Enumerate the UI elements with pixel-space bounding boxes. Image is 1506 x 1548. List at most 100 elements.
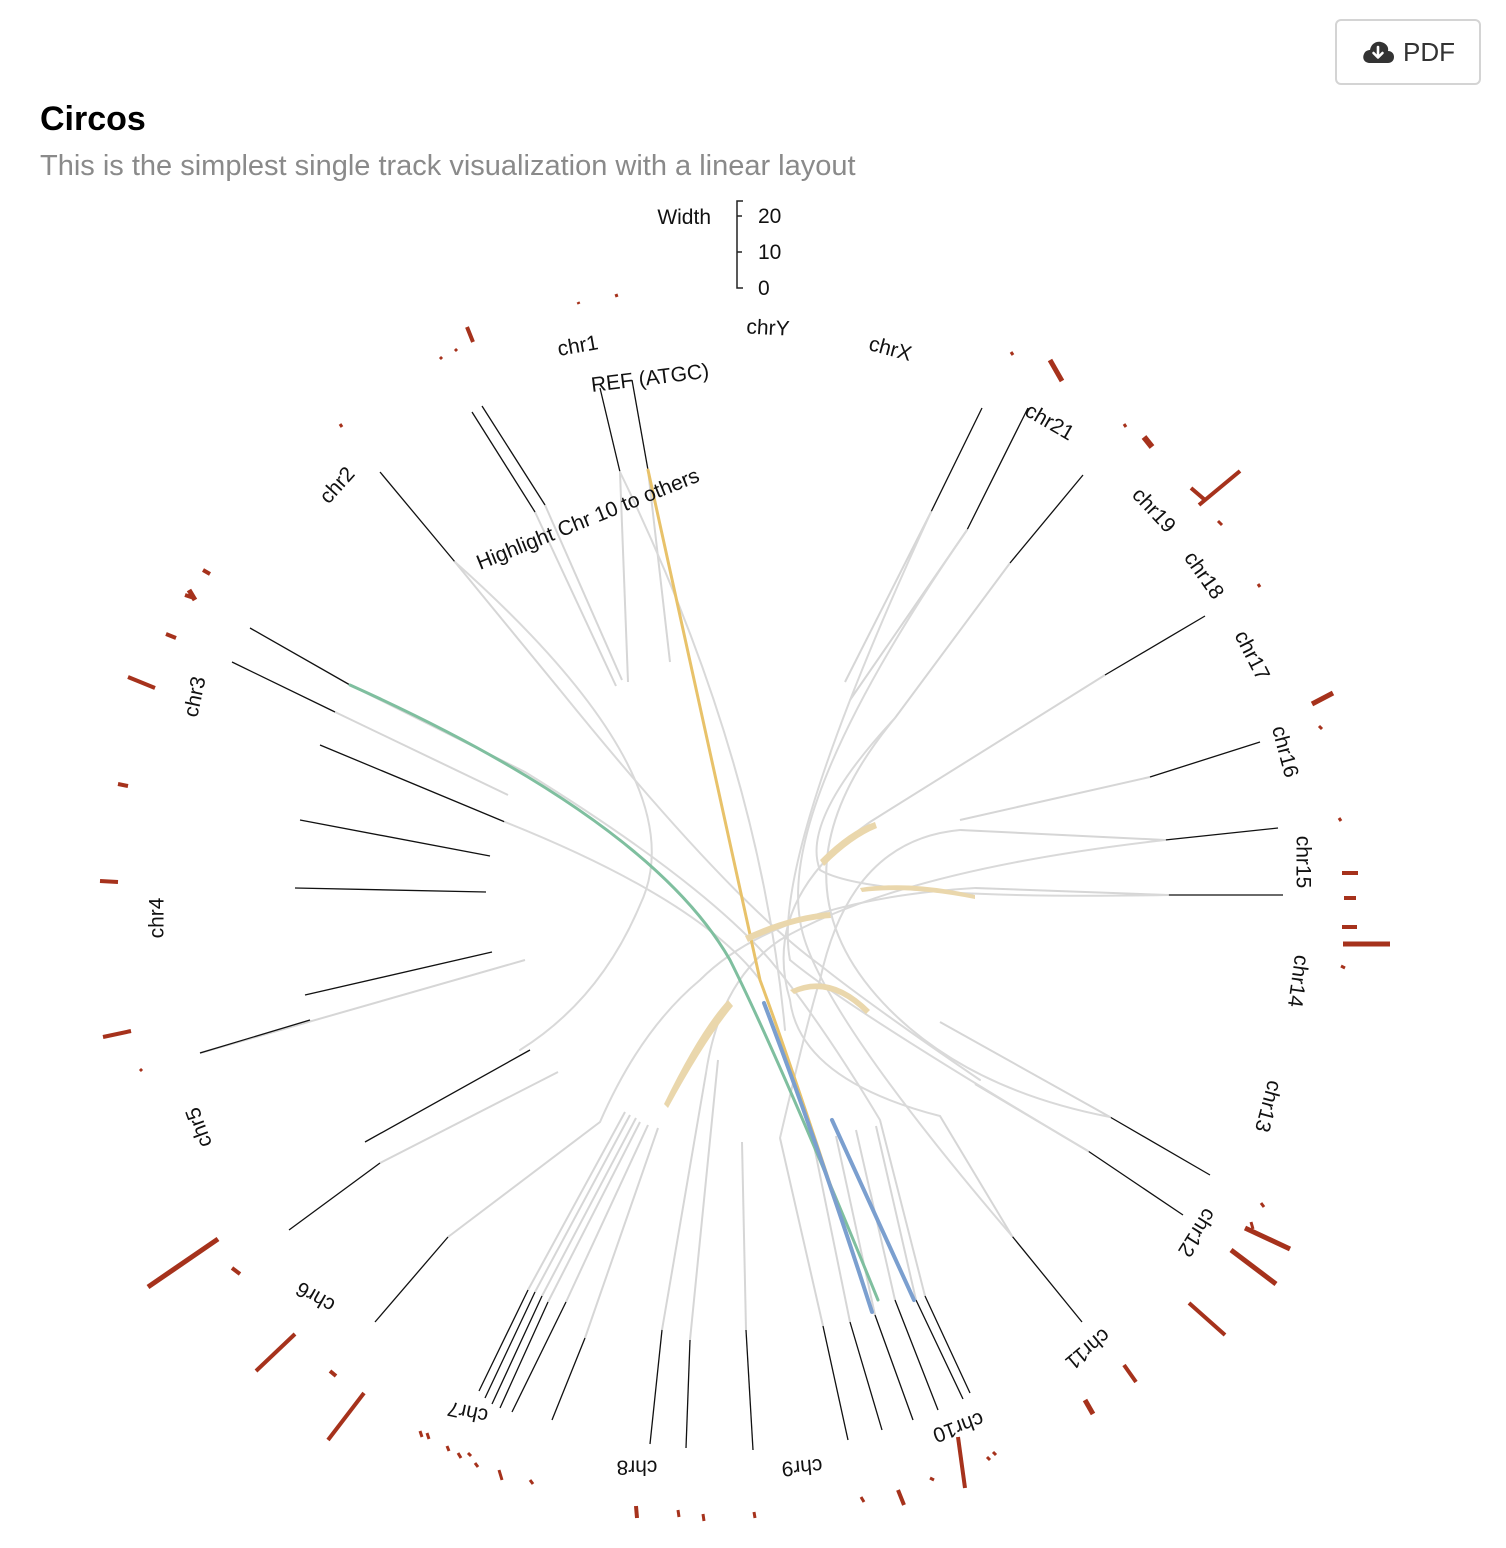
bar-mark-8 (1122, 423, 1128, 428)
bar-mark-54 (1082, 1398, 1096, 1416)
link-rule-outer (915, 1299, 964, 1400)
chromosome-label-chr2: chr2 (315, 462, 359, 508)
link-rule-27 (855, 1129, 939, 1411)
bar-mark-44 (634, 1505, 639, 1519)
ribbon-band-1 (790, 983, 870, 1014)
bar-mark-12 (1216, 519, 1224, 527)
link-rule-23 (741, 1141, 754, 1451)
chromosome-labels: chr1 chr2 chr3 chr4 chr5 chr6 chr7 chr8 chr9 chr1… (146, 315, 1315, 1480)
link-rule-8 (299, 819, 491, 857)
link-rule-outer (1104, 615, 1206, 676)
link-rule-inner (689, 1059, 719, 1341)
link-rule-outer (319, 744, 506, 823)
bar-mark-15 (1317, 724, 1324, 731)
chromosome-label-chrX: chrX (866, 332, 914, 365)
link-rule-22 (685, 1059, 719, 1449)
link-rule-15 (478, 1111, 626, 1392)
bar-mark-26 (127, 675, 156, 690)
bar-mark-43 (528, 1479, 535, 1485)
ribbon-band-3 (860, 885, 975, 899)
arc-link-15 (762, 1001, 874, 1314)
bar-mark-30 (138, 1067, 144, 1073)
bar-mark-5 (338, 423, 344, 428)
legend-tick-10: 10 (758, 241, 781, 264)
bar-mark-1 (614, 293, 619, 298)
bar-mark-29 (102, 1029, 132, 1039)
link-rule-outer (849, 1321, 883, 1431)
bar-mark-34 (328, 1369, 338, 1378)
legend-tick-20: 20 (758, 205, 781, 228)
bar-mark-14 (1310, 690, 1335, 707)
link-rule-12 (364, 1049, 531, 1143)
link-rule-outer (491, 1295, 543, 1405)
link-rule-outer (930, 407, 983, 513)
link-rule-34 (959, 827, 1279, 841)
bar-mark-2 (438, 355, 444, 361)
link-rule-inner (454, 561, 561, 691)
bar-mark-52 (985, 1455, 992, 1462)
bar-mark-45 (676, 1509, 681, 1518)
arc-link-13 (348, 683, 880, 1302)
link-rule-inner (379, 1071, 559, 1164)
width-legend: Width 20 10 0 (657, 200, 781, 300)
pdf-download-button[interactable]: PDF (1335, 19, 1481, 85)
link-rule-inner (879, 1119, 926, 1297)
bar-mark-4 (465, 326, 475, 343)
link-rule-18 (499, 1121, 641, 1409)
link-rule-1 (631, 379, 671, 663)
link-rules (199, 379, 1283, 1451)
legend-label: Width (657, 206, 711, 229)
pdf-button-label: PDF (1403, 36, 1455, 67)
link-rule-6 (231, 661, 509, 796)
link-rule-inner (959, 829, 1166, 841)
arc-link-14 (646, 468, 874, 1314)
chromosome-label-chr11: chr11 (1061, 1324, 1115, 1374)
link-rule-inner (544, 504, 623, 681)
bar-mark-11 (1197, 469, 1242, 507)
arc-link-3 (815, 717, 1169, 897)
link-rule-4 (379, 471, 561, 691)
link-rule-2 (471, 411, 617, 687)
link-rule-3 (481, 405, 623, 681)
bar-mark-41 (473, 1462, 480, 1468)
arc-link-9 (705, 839, 1166, 1074)
chromosome-label-chr17: chr17 (1230, 627, 1274, 684)
bar-mark-46 (701, 1513, 706, 1522)
arc-link-8 (779, 829, 961, 1139)
link-rule-outer (631, 379, 649, 471)
link-rule-outer (685, 1339, 691, 1449)
link-rule-inner (844, 511, 932, 683)
link-rule-inner (565, 1124, 649, 1303)
link-rule-38 (849, 407, 1029, 701)
bar-mark-32 (230, 1266, 242, 1276)
link-rule-29 (879, 1119, 971, 1394)
outer-bar-track (99, 293, 1390, 1522)
link-rule-25 (811, 1135, 883, 1431)
link-rule-9 (294, 887, 487, 893)
arc-link-11 (524, 771, 881, 1121)
link-rule-outer (1109, 1116, 1211, 1176)
link-rule-outer (1164, 827, 1279, 841)
link-rule-30 (939, 1115, 1083, 1323)
bar-mark-6 (1009, 351, 1015, 356)
bar-mark-35 (326, 1391, 366, 1442)
chromosome-label-chr7: chr7 (445, 1396, 490, 1427)
bar-mark-60 (1259, 1202, 1266, 1208)
arc-link-4 (782, 821, 941, 1117)
bar-mark-42 (497, 1469, 504, 1481)
link-rule-28 (875, 1125, 964, 1400)
chromosome-label-chr21: chr21 (1021, 399, 1078, 445)
link-rule-outer (551, 1337, 586, 1421)
bar-mark-24 (202, 568, 211, 576)
link-rule-outer (481, 405, 546, 506)
bar-mark-7 (1047, 358, 1065, 383)
link-rule-inner (584, 1127, 659, 1339)
link-rule-outer (511, 1301, 567, 1413)
link-rule-outer (1087, 1150, 1184, 1216)
bar-mark-9 (1141, 435, 1155, 449)
bar-mark-53 (991, 1450, 998, 1457)
chromosome-label-chr1: chr1 (556, 331, 600, 361)
bar-mark-13 (1256, 583, 1262, 588)
chromosome-label-chr5: chr5 (181, 1104, 217, 1150)
